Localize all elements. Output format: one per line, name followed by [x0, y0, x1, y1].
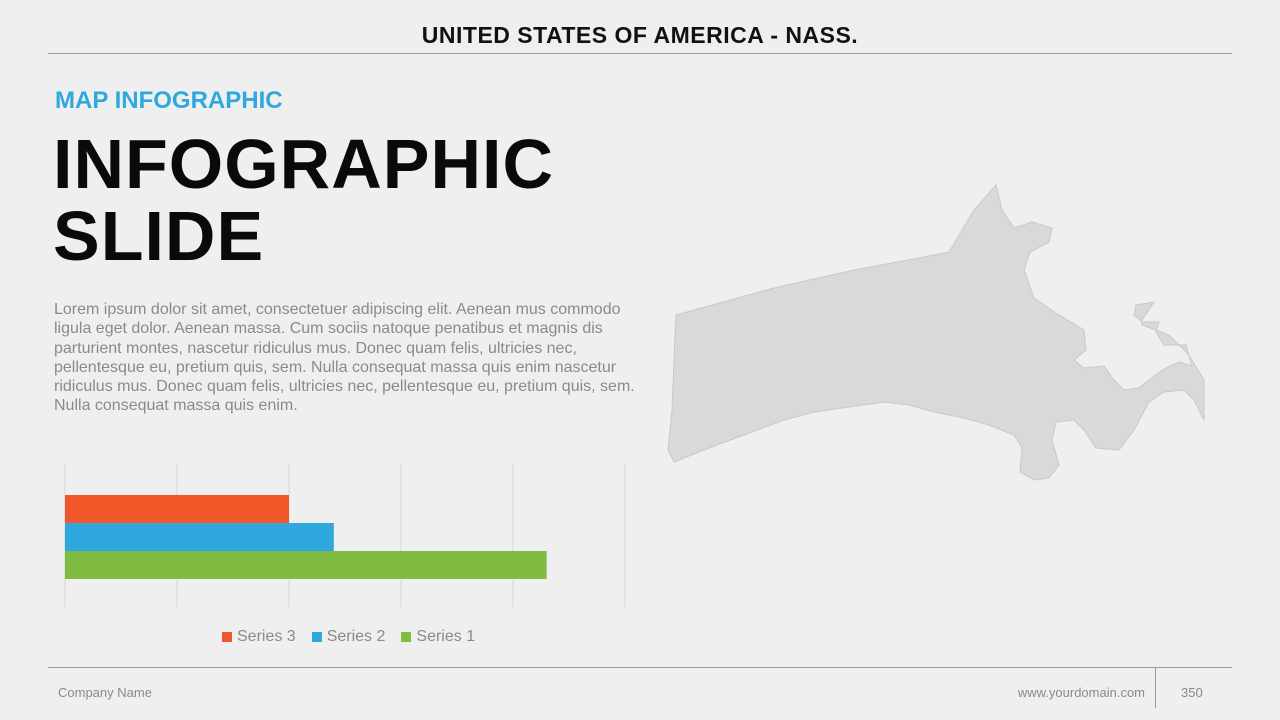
- legend-swatch-series-2: [311, 632, 322, 642]
- legend-item-series-2: Series 2: [311, 628, 386, 646]
- chart-legend: Series 3 Series 2 Series 1: [222, 628, 475, 646]
- page-number: 350: [1181, 685, 1203, 700]
- footer-vertical-divider: [1155, 668, 1156, 708]
- massachusetts-map-icon: [667, 183, 1205, 481]
- legend-swatch-series-3: [222, 632, 232, 642]
- footer-divider: [48, 667, 1232, 668]
- legend-swatch-series-1: [401, 632, 412, 642]
- header-title: UNITED STATES OF AMERICA - NASS.: [421, 22, 859, 48]
- legend-label-series-3: Series 3: [237, 628, 296, 645]
- bar-series-2: [65, 523, 334, 551]
- slide-subtitle: MAP INFOGRAPHIC: [55, 87, 283, 114]
- bar-series-3: [65, 495, 289, 523]
- header-divider: [48, 53, 1232, 54]
- slide-title-line-1: INFOGRAPHIC: [53, 125, 554, 203]
- bar-chart: [64, 463, 626, 607]
- footer-domain-link[interactable]: www.yourdomain.com: [1017, 685, 1145, 700]
- state-shape: [667, 183, 1205, 481]
- slide-title-line-2: SLIDE: [53, 197, 265, 275]
- legend-label-series-2: Series 2: [326, 628, 386, 645]
- body-paragraph: Lorem ipsum dolor sit amet, consectetuer…: [54, 301, 635, 415]
- legend-item-series-3: Series 3: [222, 628, 296, 646]
- slide-title: INFOGRAPHIC SLIDE: [53, 128, 554, 272]
- legend-item-series-1: Series 1: [401, 628, 475, 646]
- footer-company-name: Company Name: [58, 685, 152, 700]
- legend-label-series-1: Series 1: [416, 628, 476, 645]
- bar-series-1: [65, 551, 547, 579]
